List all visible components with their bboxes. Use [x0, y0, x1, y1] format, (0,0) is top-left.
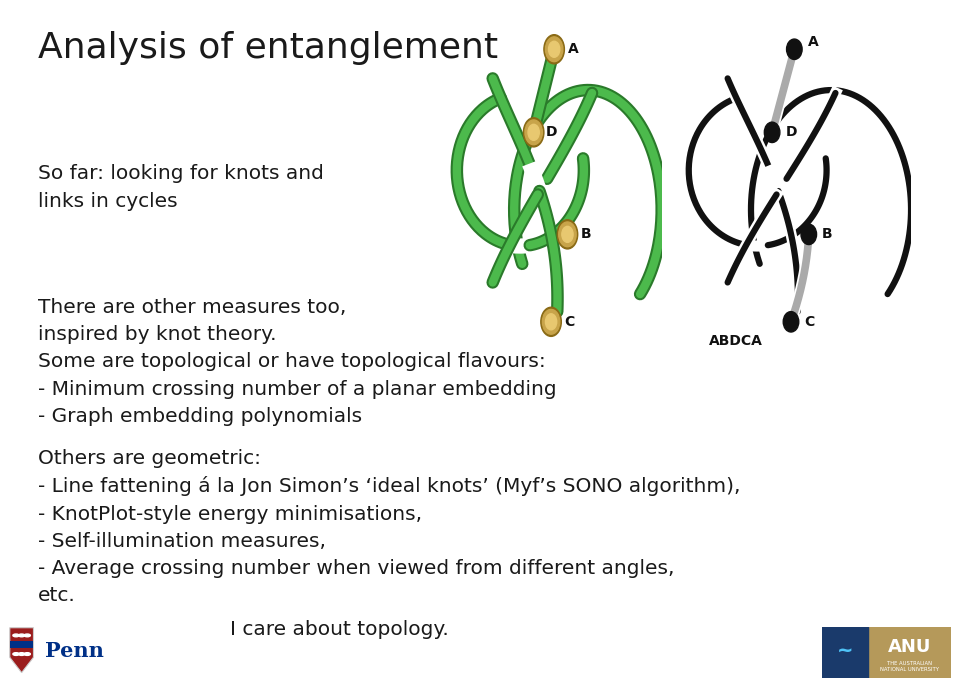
Circle shape — [764, 122, 780, 142]
Circle shape — [24, 653, 31, 656]
Circle shape — [562, 226, 573, 242]
Circle shape — [24, 634, 31, 637]
Text: Analysis of entanglement: Analysis of entanglement — [38, 31, 499, 65]
Text: D: D — [785, 125, 797, 139]
Circle shape — [546, 314, 557, 329]
Text: THE AUSTRALIAN
NATIONAL UNIVERSITY: THE AUSTRALIAN NATIONAL UNIVERSITY — [880, 661, 940, 673]
Circle shape — [12, 653, 19, 656]
Text: C: C — [565, 315, 574, 329]
Text: There are other measures too,
inspired by knot theory.
Some are topological or h: There are other measures too, inspired b… — [38, 298, 557, 426]
Circle shape — [786, 39, 802, 60]
Polygon shape — [10, 641, 34, 648]
Text: ~: ~ — [837, 640, 854, 660]
Text: I care about topology.: I care about topology. — [230, 620, 449, 639]
Text: Penn: Penn — [45, 640, 104, 661]
Circle shape — [543, 310, 560, 334]
Circle shape — [18, 653, 25, 656]
Circle shape — [524, 118, 544, 147]
Circle shape — [525, 120, 543, 145]
Text: A: A — [807, 35, 818, 49]
Circle shape — [557, 220, 577, 249]
Text: A: A — [568, 42, 578, 56]
Text: ANU: ANU — [888, 638, 931, 656]
Circle shape — [541, 308, 561, 336]
Circle shape — [559, 222, 576, 247]
Polygon shape — [10, 627, 34, 673]
Circle shape — [528, 124, 539, 140]
Text: Others are geometric:
- Line fattening á la Jon Simon’s ‘ideal knots’ (Myf’s SON: Others are geometric: - Line fattening á… — [38, 449, 741, 606]
Text: So far: looking for knots and
links in cycles: So far: looking for knots and links in c… — [38, 164, 324, 211]
Text: B: B — [581, 227, 592, 241]
Circle shape — [12, 634, 19, 637]
Text: D: D — [546, 125, 557, 139]
Circle shape — [549, 41, 560, 58]
Text: B: B — [822, 227, 832, 241]
Circle shape — [801, 224, 816, 245]
Text: ABDCA: ABDCA — [709, 334, 762, 348]
Circle shape — [784, 312, 799, 332]
Circle shape — [546, 37, 563, 62]
Circle shape — [18, 634, 25, 637]
Text: C: C — [805, 315, 814, 329]
Bar — [822, 627, 869, 678]
Circle shape — [544, 35, 565, 64]
